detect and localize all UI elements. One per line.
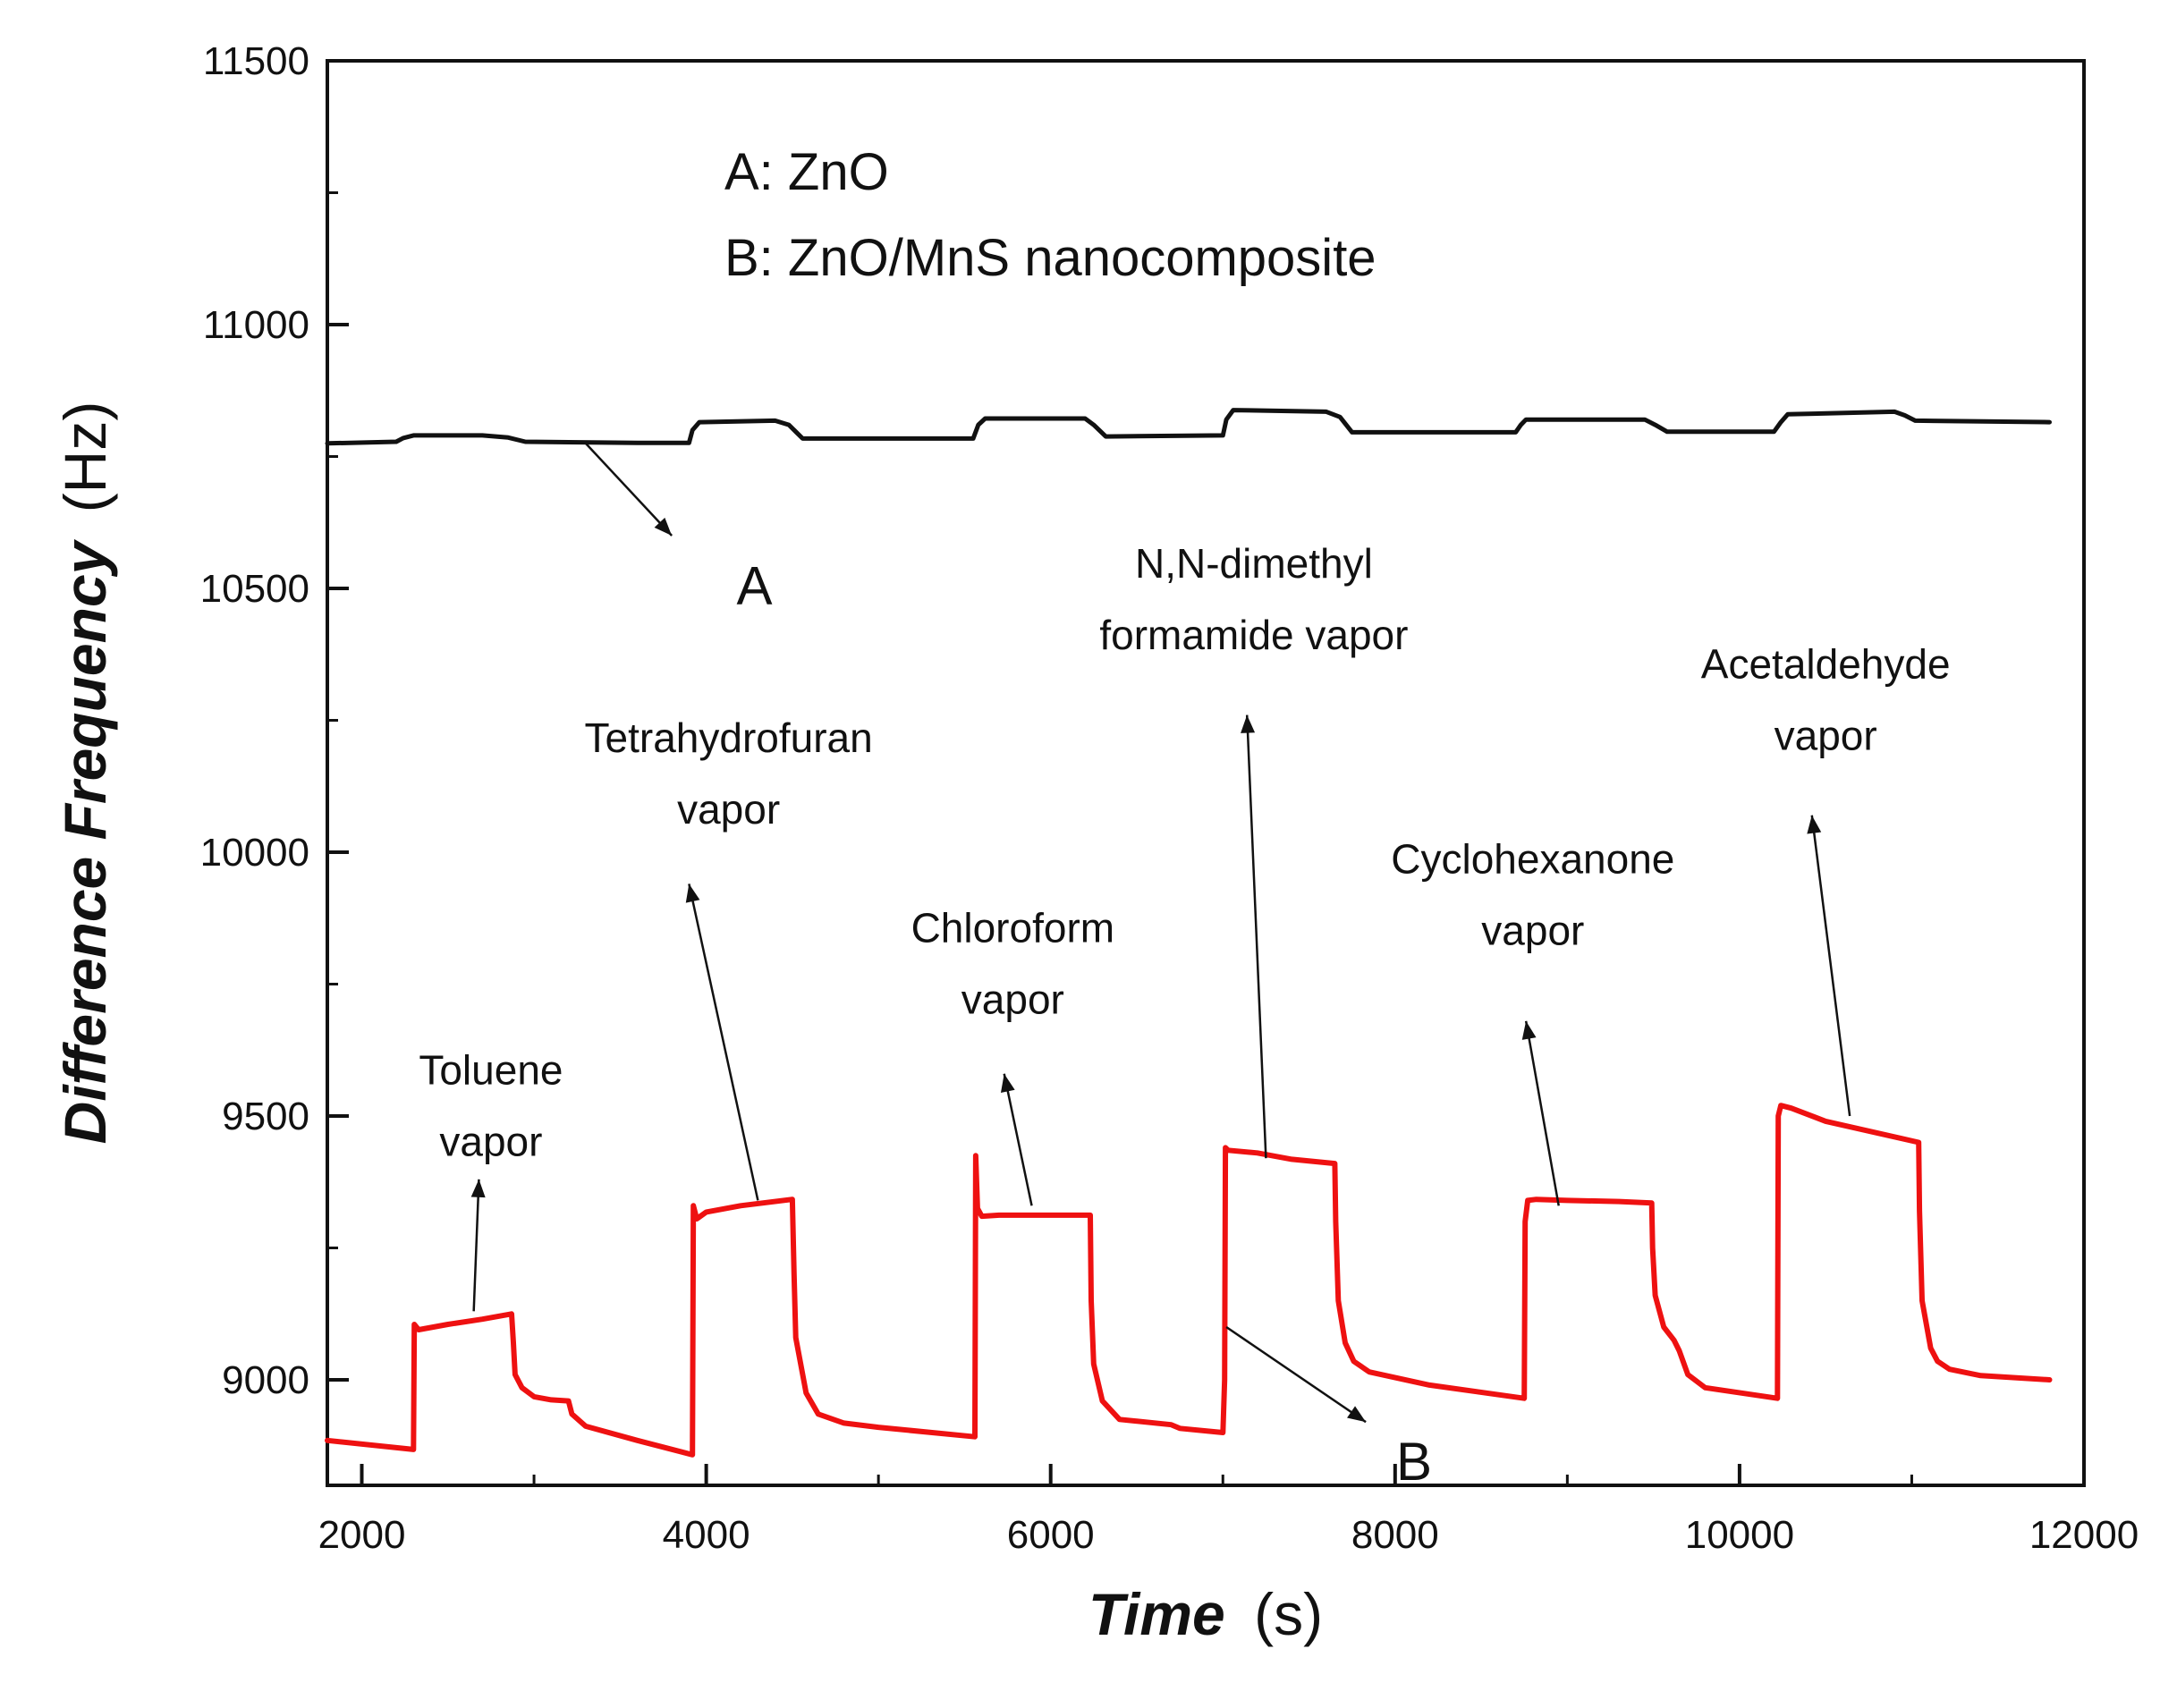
x-tick-label: 10000 bbox=[1685, 1513, 1794, 1557]
series-label-a: A bbox=[737, 556, 773, 616]
series-label-b: B bbox=[1396, 1432, 1432, 1492]
series-b-line bbox=[325, 1103, 2053, 1458]
x-tick-label: 2000 bbox=[318, 1513, 406, 1557]
x-axis-title: Time (s) bbox=[1088, 1581, 1323, 1647]
x-axis-unit: (s) bbox=[1254, 1581, 1323, 1647]
y-axis-title: Difference Frequency (Hz) bbox=[52, 402, 118, 1145]
legend: A: ZnO B: ZnO/MnS nanocomposite bbox=[724, 143, 1376, 287]
annotation-0-arrow-line bbox=[472, 1179, 480, 1312]
plot-frame bbox=[326, 59, 2086, 1487]
series-label-1-arrow-line bbox=[1225, 1325, 1367, 1424]
annotation-line: N,N-dimethyl bbox=[1135, 540, 1373, 587]
series-label-0-arrow-head bbox=[654, 517, 673, 536]
annotation-1-arrow-head bbox=[685, 884, 700, 903]
annotation-2-arrow-line bbox=[1003, 1073, 1033, 1206]
annotation-1-arrow-line bbox=[688, 884, 759, 1201]
annotation-line: vapor bbox=[1775, 712, 1877, 758]
annotation-label: Chloroform vapor bbox=[911, 904, 1115, 1022]
y-tick-label: 9500 bbox=[222, 1095, 309, 1138]
series-label-0-arrow-line bbox=[584, 442, 673, 537]
series-layer bbox=[325, 408, 2053, 1458]
y-tick-label: 11500 bbox=[203, 39, 309, 83]
legend-entry-b: B: ZnO/MnS nanocomposite bbox=[724, 229, 1376, 287]
legend-entry-a: A: ZnO bbox=[724, 143, 889, 201]
annotation-label: Toluene vapor bbox=[419, 1047, 563, 1165]
tick-layer: 2000 4000 6000 8000 10000 12000 9000 9500 10000 1… bbox=[200, 39, 2139, 1557]
annotation-label: Tetrahydrofuran vapor bbox=[585, 714, 873, 833]
annotation-line: Cyclohexanone bbox=[1391, 836, 1674, 883]
annotation-4-arrow-head bbox=[1521, 1020, 1537, 1040]
annotation-line: vapor bbox=[677, 786, 780, 833]
x-tick-label: 8000 bbox=[1351, 1513, 1439, 1557]
y-axis-unit: (Hz) bbox=[52, 402, 118, 513]
x-tick-label: 12000 bbox=[2029, 1513, 2139, 1557]
x-tick-label: 4000 bbox=[663, 1513, 750, 1557]
series-label-1-arrow-head bbox=[1347, 1406, 1367, 1423]
annotation-line: Tetrahydrofuran bbox=[585, 714, 873, 761]
annotation-5-arrow-head bbox=[1807, 815, 1822, 834]
annotation-0-arrow-head bbox=[470, 1179, 486, 1198]
y-tick-label: 10000 bbox=[200, 831, 309, 875]
annotation-5-arrow-line bbox=[1810, 815, 1851, 1117]
annotation-3-arrow-line bbox=[1245, 714, 1267, 1159]
annotation-line: Acetaldehyde bbox=[1701, 640, 1951, 687]
annotation-line: vapor bbox=[1481, 908, 1584, 954]
annotation-line: Toluene bbox=[419, 1047, 563, 1094]
annotation-4-arrow-line bbox=[1524, 1020, 1560, 1206]
x-tick-label: 6000 bbox=[1007, 1513, 1095, 1557]
annotation-label: N,N-dimethyl formamide vapor bbox=[1099, 540, 1408, 658]
y-axis-label: Difference Frequency bbox=[52, 538, 118, 1144]
annotation-label: Cyclohexanone vapor bbox=[1391, 836, 1674, 954]
annotation-line: vapor bbox=[961, 976, 1064, 1022]
annotation-3-arrow-head bbox=[1241, 714, 1256, 733]
y-tick-label: 11000 bbox=[203, 303, 309, 347]
annotation-line: vapor bbox=[439, 1119, 542, 1165]
y-tick-label: 10500 bbox=[200, 567, 309, 611]
annotation-line: formamide vapor bbox=[1099, 612, 1408, 658]
x-axis-label: Time bbox=[1088, 1581, 1225, 1647]
annotation-2-arrow-head bbox=[1000, 1073, 1015, 1094]
annotation-line: Chloroform bbox=[911, 904, 1115, 951]
y-tick-label: 9000 bbox=[222, 1358, 309, 1402]
annotation-label: Acetaldehyde vapor bbox=[1701, 640, 1951, 758]
series-a-line bbox=[325, 408, 2052, 446]
